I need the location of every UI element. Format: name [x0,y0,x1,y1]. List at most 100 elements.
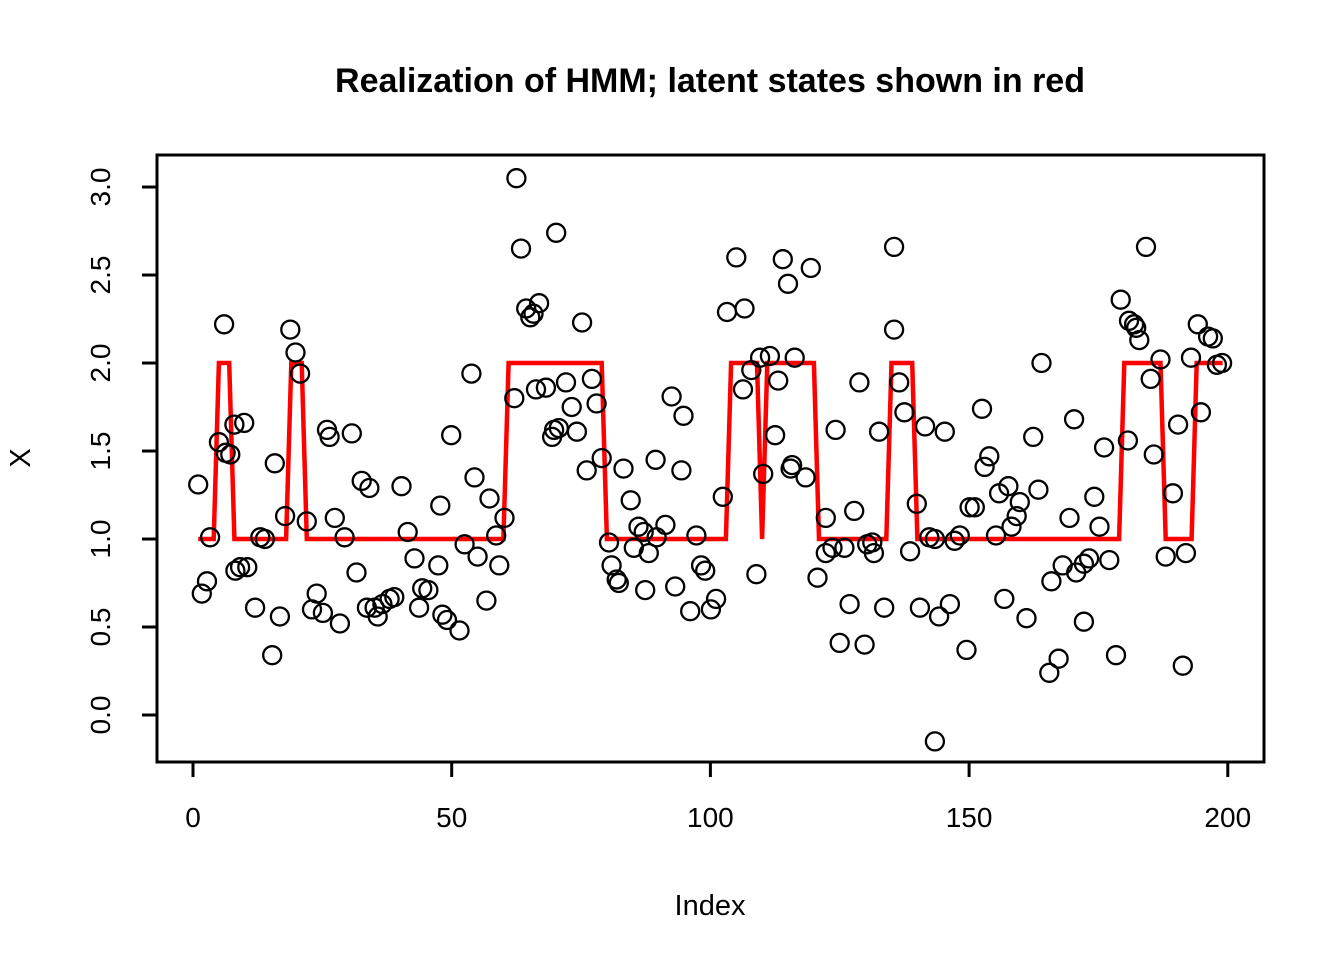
y-tick-label: 2.0 [85,344,116,383]
data-point [546,222,567,243]
data-point [633,521,654,543]
data-point [454,534,475,555]
data-point [1117,430,1139,451]
data-point [486,525,507,546]
data-point [306,583,327,604]
data-point [1073,553,1095,574]
data-point [274,505,296,527]
data-point [899,541,921,562]
data-point [665,576,686,597]
data-point [1016,608,1037,629]
data-point [635,579,656,601]
data-point [476,590,497,611]
data-point [404,548,425,569]
data-point [520,307,541,328]
data-point [994,588,1015,610]
data-point [528,293,550,314]
data-point [777,273,799,294]
data-point [979,446,1000,467]
data-point [525,379,547,400]
data-point [883,319,905,340]
data-point [467,546,488,567]
y-axis-label: X [5,448,37,467]
data-point [285,342,306,363]
data-point [346,562,367,583]
data-point [329,613,351,634]
data-point [191,583,212,604]
data-point [428,555,449,576]
data-point [523,303,544,324]
scatter-points-group [188,168,1233,752]
data-point [974,456,995,478]
data-point [695,560,716,581]
data-point [1150,349,1171,370]
data-point [749,347,771,368]
data-point [1084,486,1105,507]
data-point [581,368,603,390]
data-point [1190,402,1212,423]
data-point [1093,437,1115,458]
data-point [949,525,970,546]
data-point [591,447,612,469]
data-point [397,521,418,543]
latent-state-line-group [198,360,1223,542]
data-point [441,425,462,446]
data-point [686,525,707,546]
data-point [914,416,936,437]
data-point [1180,347,1202,368]
data-point [834,537,855,558]
data-point [408,597,430,618]
x-tick-label: 50 [436,802,467,833]
data-point [1135,236,1157,258]
data-point [680,601,701,622]
data-point [971,398,993,419]
data-point [289,363,311,384]
x-tick-label: 0 [185,802,201,833]
data-point [1118,310,1140,331]
data-point [555,372,577,393]
data-point [1041,571,1062,592]
data-point [561,396,582,418]
data-point [894,402,915,423]
data-point [1187,314,1208,335]
data-point [430,495,451,516]
data-point [312,602,334,624]
data-point [208,432,230,453]
data-point [418,579,439,601]
data-point [571,312,593,333]
data-point [1140,368,1161,390]
data-point [673,405,694,426]
data-point [234,412,255,434]
data-point [956,639,977,661]
y-tick-label: 0.0 [85,696,116,735]
data-point [825,419,846,441]
data-point [924,528,946,550]
x-tick-label: 200 [1204,802,1251,833]
data-point [1099,549,1120,571]
data-point [188,474,209,495]
data-point [1105,645,1127,666]
data-point [586,393,607,414]
data-point [959,497,980,518]
data-point [795,467,816,488]
data-point [432,604,453,625]
data-point [934,421,955,442]
data-point [1110,289,1131,310]
data-point [1167,414,1189,435]
data-point [461,363,482,384]
data-point [384,586,405,608]
data-point [608,572,629,594]
data-point [1059,507,1080,529]
data-point [1143,444,1164,465]
data-point [367,606,388,627]
data-point [768,370,789,391]
data-point [613,458,634,479]
data-point [889,372,910,393]
data-point [655,514,676,536]
data-point [628,516,649,537]
data-point [906,493,927,514]
data-point [319,426,340,448]
x-axis-label: Index [675,890,746,922]
data-point [854,634,875,655]
